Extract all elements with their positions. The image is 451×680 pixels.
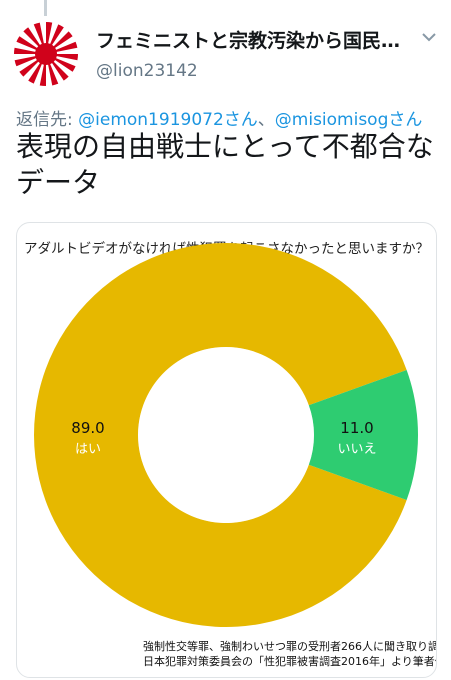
thread-line bbox=[44, 0, 47, 16]
data-label-category-0: はい bbox=[75, 442, 101, 457]
display-name[interactable]: フェミニストと宗教汚染から国民… bbox=[96, 30, 401, 52]
data-label-value-0: 89.0 bbox=[71, 419, 104, 437]
user-handle[interactable]: @lion23142 bbox=[96, 61, 198, 81]
donut-inner-ring bbox=[138, 347, 314, 523]
avatar[interactable] bbox=[14, 22, 78, 86]
donut-chart: 89.0 はい 11.0 いいえ bbox=[34, 243, 418, 627]
mention-link-2[interactable]: @misiomisogさん bbox=[274, 110, 423, 130]
pie-slice-0 bbox=[34, 243, 407, 627]
rising-sun-flag-avatar-icon bbox=[14, 22, 78, 86]
pie-slice-1 bbox=[308, 369, 418, 501]
reply-context: 返信先: @iemon1919072さん、@misiomisogさん bbox=[16, 105, 422, 130]
chart-card[interactable]: アダルトビデオがなければ性犯罪を起こさなかったと思いますか？ 89.0はい11.… bbox=[16, 222, 437, 678]
chart-note-1: 強制性交等罪、強制わいせつ罪の受刑者266人に聞き取り調査 bbox=[143, 640, 437, 653]
data-label-value-1: 11.0 bbox=[340, 419, 373, 437]
reply-prefix: 返信先: bbox=[16, 110, 79, 130]
chart-note-2: 日本犯罪対策委員会の「性犯罪被害調査2016年」より筆者作成 bbox=[143, 655, 437, 668]
mention-link-1[interactable]: @iemon1919072さん bbox=[78, 110, 258, 130]
reply-separator: 、 bbox=[257, 110, 275, 130]
data-label-category-1: いいえ bbox=[337, 442, 376, 457]
chevron-down-icon[interactable] bbox=[420, 30, 438, 44]
tweet-text: 表現の自由戦士にとって不都合なデータ bbox=[16, 130, 434, 199]
